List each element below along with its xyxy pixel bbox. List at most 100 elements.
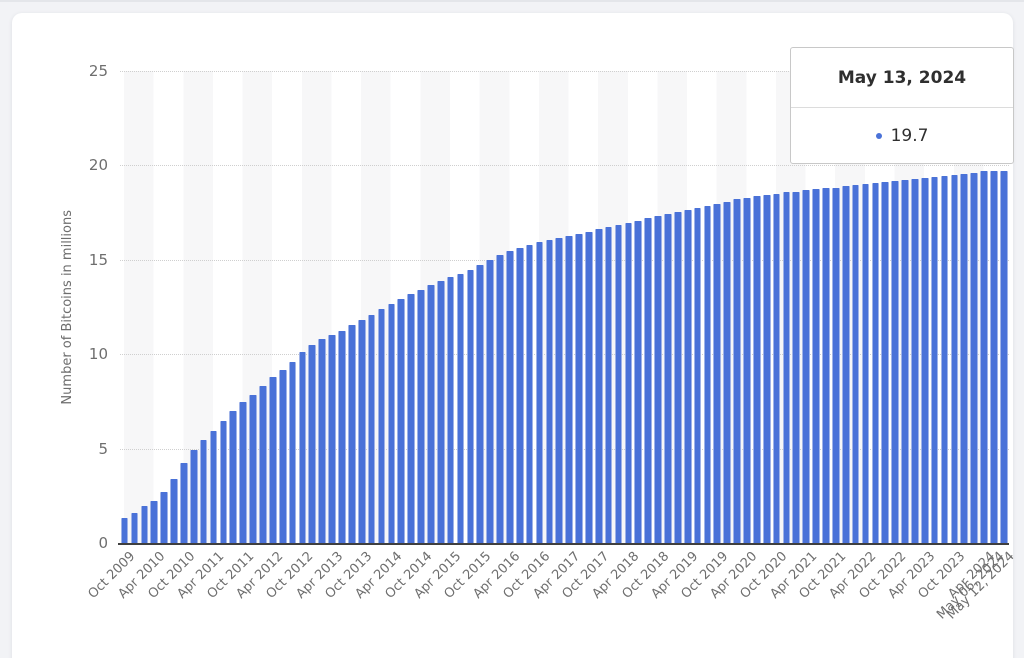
- bar-jun-2013[interactable]: [338, 330, 346, 543]
- bar-jun-2014[interactable]: [397, 299, 406, 543]
- bar-dec-2022[interactable]: [901, 180, 909, 543]
- bar-feb-2015[interactable]: [436, 280, 445, 543]
- bar-aug-2014[interactable]: [407, 294, 415, 543]
- bar-jun-2019[interactable]: [693, 208, 702, 543]
- bar-feb-2010[interactable]: [140, 506, 149, 543]
- bar-apr-2013[interactable]: [328, 335, 336, 543]
- bar-jun-2012[interactable]: [278, 370, 287, 543]
- bar-feb-2021[interactable]: [792, 191, 801, 543]
- bar-apr-2010[interactable]: [150, 500, 159, 543]
- bar-oct-2016[interactable]: [535, 242, 544, 543]
- bar-apr-2017[interactable]: [565, 235, 573, 543]
- bar-aug-2020[interactable]: [762, 194, 771, 543]
- bar-dec-2023[interactable]: [960, 173, 969, 543]
- bar-oct-2014[interactable]: [417, 289, 425, 543]
- bar-feb-2016[interactable]: [496, 255, 504, 543]
- bar-dec-2021[interactable]: [841, 186, 850, 543]
- bar-jun-2018[interactable]: [634, 220, 643, 543]
- bar-dec-2015[interactable]: [486, 259, 494, 543]
- bar-apr-2019[interactable]: [683, 210, 692, 543]
- bar-feb-2023[interactable]: [911, 179, 919, 543]
- y-axis-tick-10: 10: [88, 345, 108, 364]
- bar-oct-2023[interactable]: [950, 174, 959, 543]
- gridline-y-10: [120, 354, 1009, 356]
- bar-apr-2022[interactable]: [861, 184, 870, 543]
- bar-oct-2015[interactable]: [476, 265, 485, 543]
- bar-aug-2016[interactable]: [525, 244, 534, 543]
- bar-oct-2011[interactable]: [239, 402, 247, 543]
- bar-dec-2012[interactable]: [308, 344, 317, 543]
- bar-jun-2017[interactable]: [575, 233, 583, 543]
- bar-feb-2020[interactable]: [733, 199, 741, 543]
- bar-dec-2010[interactable]: [189, 449, 198, 543]
- bar-feb-2011[interactable]: [199, 440, 208, 543]
- bar-aug-2015[interactable]: [466, 269, 475, 543]
- bar-feb-2018[interactable]: [614, 224, 623, 543]
- bar-oct-2022[interactable]: [891, 181, 899, 543]
- bar-apr-2023[interactable]: [920, 177, 929, 543]
- y-axis-tick-5: 5: [98, 439, 108, 458]
- bar-feb-2019[interactable]: [673, 212, 682, 543]
- tooltip-value: 19.7: [890, 125, 929, 146]
- bar-feb-2017[interactable]: [555, 238, 564, 543]
- bar-may-12-2024[interactable]: [999, 171, 1008, 543]
- bar-aug-2012[interactable]: [288, 361, 297, 543]
- bar-feb-2012[interactable]: [259, 386, 267, 543]
- gridline-y-25: [120, 71, 1009, 72]
- bar-aug-2019[interactable]: [703, 206, 712, 543]
- bar-jun-2020[interactable]: [752, 196, 761, 543]
- bar-aug-2011[interactable]: [229, 410, 238, 543]
- bar-aug-2021[interactable]: [822, 188, 830, 543]
- bar-apr-2016[interactable]: [506, 250, 514, 543]
- bar-oct-2020[interactable]: [772, 193, 781, 543]
- bar-apr-2011[interactable]: [209, 431, 218, 543]
- bar-apr-2021[interactable]: [802, 190, 811, 543]
- bar-aug-2013[interactable]: [347, 324, 356, 543]
- bar-feb-2022[interactable]: [851, 185, 860, 543]
- bar-aug-2018[interactable]: [644, 218, 652, 543]
- bar-jun-2016[interactable]: [515, 247, 524, 543]
- bar-dec-2016[interactable]: [545, 240, 554, 543]
- bar-jun-2011[interactable]: [219, 421, 228, 543]
- bar-jun-2015[interactable]: [456, 273, 465, 543]
- bar-jun-2010[interactable]: [160, 491, 168, 543]
- bar-dec-2011[interactable]: [249, 394, 257, 543]
- y-axis-title: Number of Bitcoins in millions: [60, 209, 75, 405]
- bar-apr-2018[interactable]: [624, 222, 633, 543]
- bar-jun-2023[interactable]: [930, 176, 939, 543]
- bar-apr-2015[interactable]: [446, 277, 455, 543]
- bar-oct-2021[interactable]: [832, 187, 840, 543]
- bar-dec-2019[interactable]: [723, 201, 731, 543]
- chart-card: Number of Bitcoins in millions Oct 2009 A…: [12, 13, 1018, 658]
- bar-oct-2019[interactable]: [713, 203, 722, 543]
- bar-oct-2013[interactable]: [357, 319, 366, 543]
- bar-apr-2012[interactable]: [268, 377, 277, 543]
- bar-apr-2024[interactable]: [980, 171, 988, 543]
- bar-aug-2010[interactable]: [170, 478, 178, 543]
- x-axis-labels: Oct 2009 Apr 2010 Oct 2010 Apr 2011 Oct 2011…: [86, 549, 1018, 658]
- bar-dec-2009[interactable]: [130, 512, 139, 543]
- bar-feb-2013[interactable]: [318, 339, 327, 543]
- bar-dec-2014[interactable]: [427, 284, 435, 543]
- bar-feb-2014[interactable]: [377, 308, 386, 543]
- bar-aug-2023[interactable]: [940, 175, 949, 543]
- bar-feb-2024[interactable]: [970, 172, 978, 543]
- bar-dec-2017[interactable]: [604, 226, 613, 543]
- bar-apr-2014[interactable]: [387, 304, 396, 543]
- bar-may-06-2024[interactable]: [990, 171, 998, 543]
- bar-oct-2018[interactable]: [654, 216, 662, 543]
- bar-jun-2022[interactable]: [871, 183, 880, 543]
- bar-oct-2017[interactable]: [594, 229, 603, 543]
- bar-dec-2013[interactable]: [367, 314, 376, 543]
- tooltip-date: May 13, 2024: [791, 48, 1013, 108]
- bar-dec-2020[interactable]: [782, 192, 791, 543]
- bar-oct-2010[interactable]: [180, 462, 188, 543]
- bar-apr-2020[interactable]: [743, 197, 751, 543]
- bar-dec-2018[interactable]: [664, 214, 672, 543]
- bar-oct-2012[interactable]: [298, 352, 307, 543]
- bar-aug-2022[interactable]: [881, 182, 890, 543]
- bar-jun-2021[interactable]: [812, 189, 820, 543]
- bar-oct-2009[interactable]: [120, 518, 129, 543]
- bar-aug-2017[interactable]: [585, 231, 593, 543]
